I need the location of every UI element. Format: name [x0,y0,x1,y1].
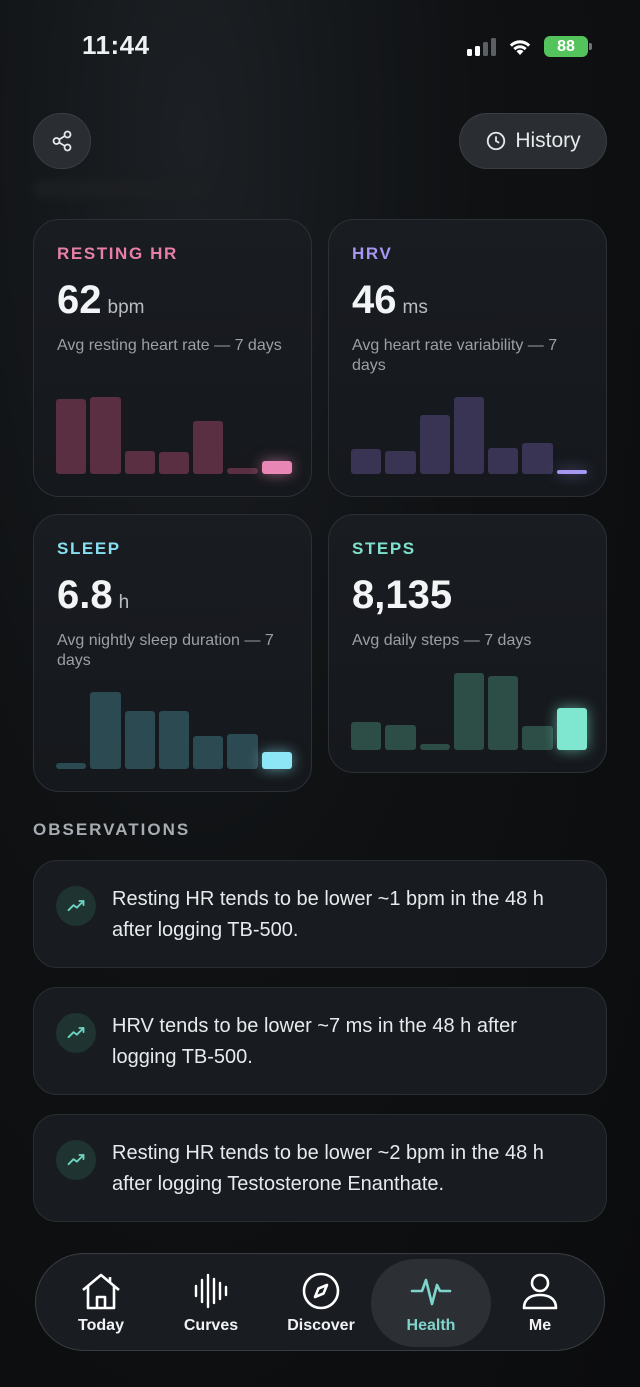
card-value-unit: bpm [107,297,145,318]
chart-bar [90,397,121,474]
metric-card-resting-hr[interactable]: RESTING HR 62 bpm Avg resting heart rate… [33,219,312,497]
status-time: 11:44 [82,30,150,60]
card-value-unit: ms [402,297,428,318]
chart-bar [124,451,155,474]
trend-icon [56,886,96,926]
chart-bar [351,722,382,750]
tab-label: Today [78,1317,124,1334]
observation-item[interactable]: Resting HR tends to be lower ~2 bpm in t… [33,1114,607,1222]
tab-label: Curves [183,1317,239,1334]
chart-bar [556,708,587,750]
chart-bar [261,461,292,474]
tab-bar: Today Curves Discover Health Me [35,1253,605,1351]
metric-card-sleep[interactable]: SLEEP 6.8 h Avg nightly sleep duration —… [33,514,312,792]
card-value: 6.8 h [57,573,129,618]
waveform-icon [194,1273,228,1309]
observation-item[interactable]: Resting HR tends to be lower ~1 bpm in t… [33,860,607,968]
clock-icon [487,131,506,151]
chart-bar [522,443,553,474]
tab-discover[interactable]: Discover [266,1254,376,1352]
chart-bar [56,763,87,769]
observations-heading: OBSERVATIONS [33,820,191,839]
chart-bar [556,470,587,474]
mini-bar-chart [56,659,292,769]
chart-bar [56,399,87,474]
card-label: RESTING HR [57,244,178,263]
trend-icon [56,1140,96,1180]
tab-curves[interactable]: Curves [156,1254,266,1352]
chart-bar [488,448,519,474]
card-value-number: 46 [352,278,397,322]
wifi-icon [509,39,531,55]
card-label: HRV [352,244,393,263]
chart-bar [124,711,155,769]
chart-bar [453,673,485,750]
blurred-subtitle [33,180,208,198]
observation-text: Resting HR tends to be lower ~1 bpm in t… [112,888,544,941]
metric-card-hrv[interactable]: HRV 46 ms Avg heart rate variability — 7… [328,219,607,497]
share-button[interactable] [33,113,91,169]
card-value-number: 62 [57,278,102,322]
chart-bar [227,734,258,769]
tab-label: Discover [287,1317,355,1334]
compass-icon [302,1272,340,1310]
chart-bar [261,752,292,769]
card-value: 46 ms [352,278,428,323]
chart-bar [193,421,224,474]
mini-bar-chart [351,640,587,750]
card-label: SLEEP [57,539,121,558]
card-description: Avg heart rate variability — 7 days [352,337,558,374]
chart-bar [453,397,485,474]
card-value: 62 bpm [57,278,144,323]
tab-label: Health [406,1317,456,1334]
card-description: Avg daily steps — 7 days [352,632,532,649]
card-value: 8,135 [352,573,458,618]
mini-bar-chart [56,364,292,474]
chart-bar [522,726,553,750]
card-value-number: 6.8 [57,573,113,617]
home-icon [82,1273,120,1310]
observation-text: Resting HR tends to be lower ~2 bpm in t… [112,1142,544,1195]
chart-bar [488,676,519,750]
chart-bar [227,468,258,474]
history-button[interactable]: History [459,113,607,169]
chart-bar [419,415,450,474]
observation-item[interactable]: HRV tends to be lower ~7 ms in the 48 h … [33,987,607,1095]
tab-today[interactable]: Today [46,1254,156,1352]
tab-health[interactable]: Health [371,1259,491,1347]
status-indicators: 88 [467,36,592,57]
chart-bar [419,744,450,750]
battery-level: 88 [557,37,575,55]
chart-bar [90,692,121,769]
share-icon [52,130,72,152]
tab-label: Me [528,1317,552,1334]
card-value-unit: h [118,592,130,613]
card-label: STEPS [352,539,416,558]
chart-bar [351,449,382,474]
status-bar: 11:44 88 [0,0,640,96]
chart-bar [385,451,416,474]
metric-card-steps[interactable]: STEPS 8,135 Avg daily steps — 7 days [328,514,607,773]
card-value-number: 8,135 [352,573,453,617]
person-icon [522,1273,558,1310]
history-label: History [515,129,581,152]
chart-bar [158,452,190,474]
cellular-signal-icon [467,37,496,56]
tab-me[interactable]: Me [485,1254,595,1352]
chart-bar [193,736,224,769]
card-description: Avg resting heart rate — 7 days [57,337,282,354]
heartbeat-icon [410,1278,452,1306]
chart-bar [158,711,190,769]
mini-bar-chart [351,364,587,474]
card-description: Avg nightly sleep duration — 7 days [57,632,274,669]
trend-icon [56,1013,96,1053]
battery-indicator: 88 [544,36,592,57]
chart-bar [385,725,416,750]
observation-text: HRV tends to be lower ~7 ms in the 48 h … [112,1015,517,1068]
